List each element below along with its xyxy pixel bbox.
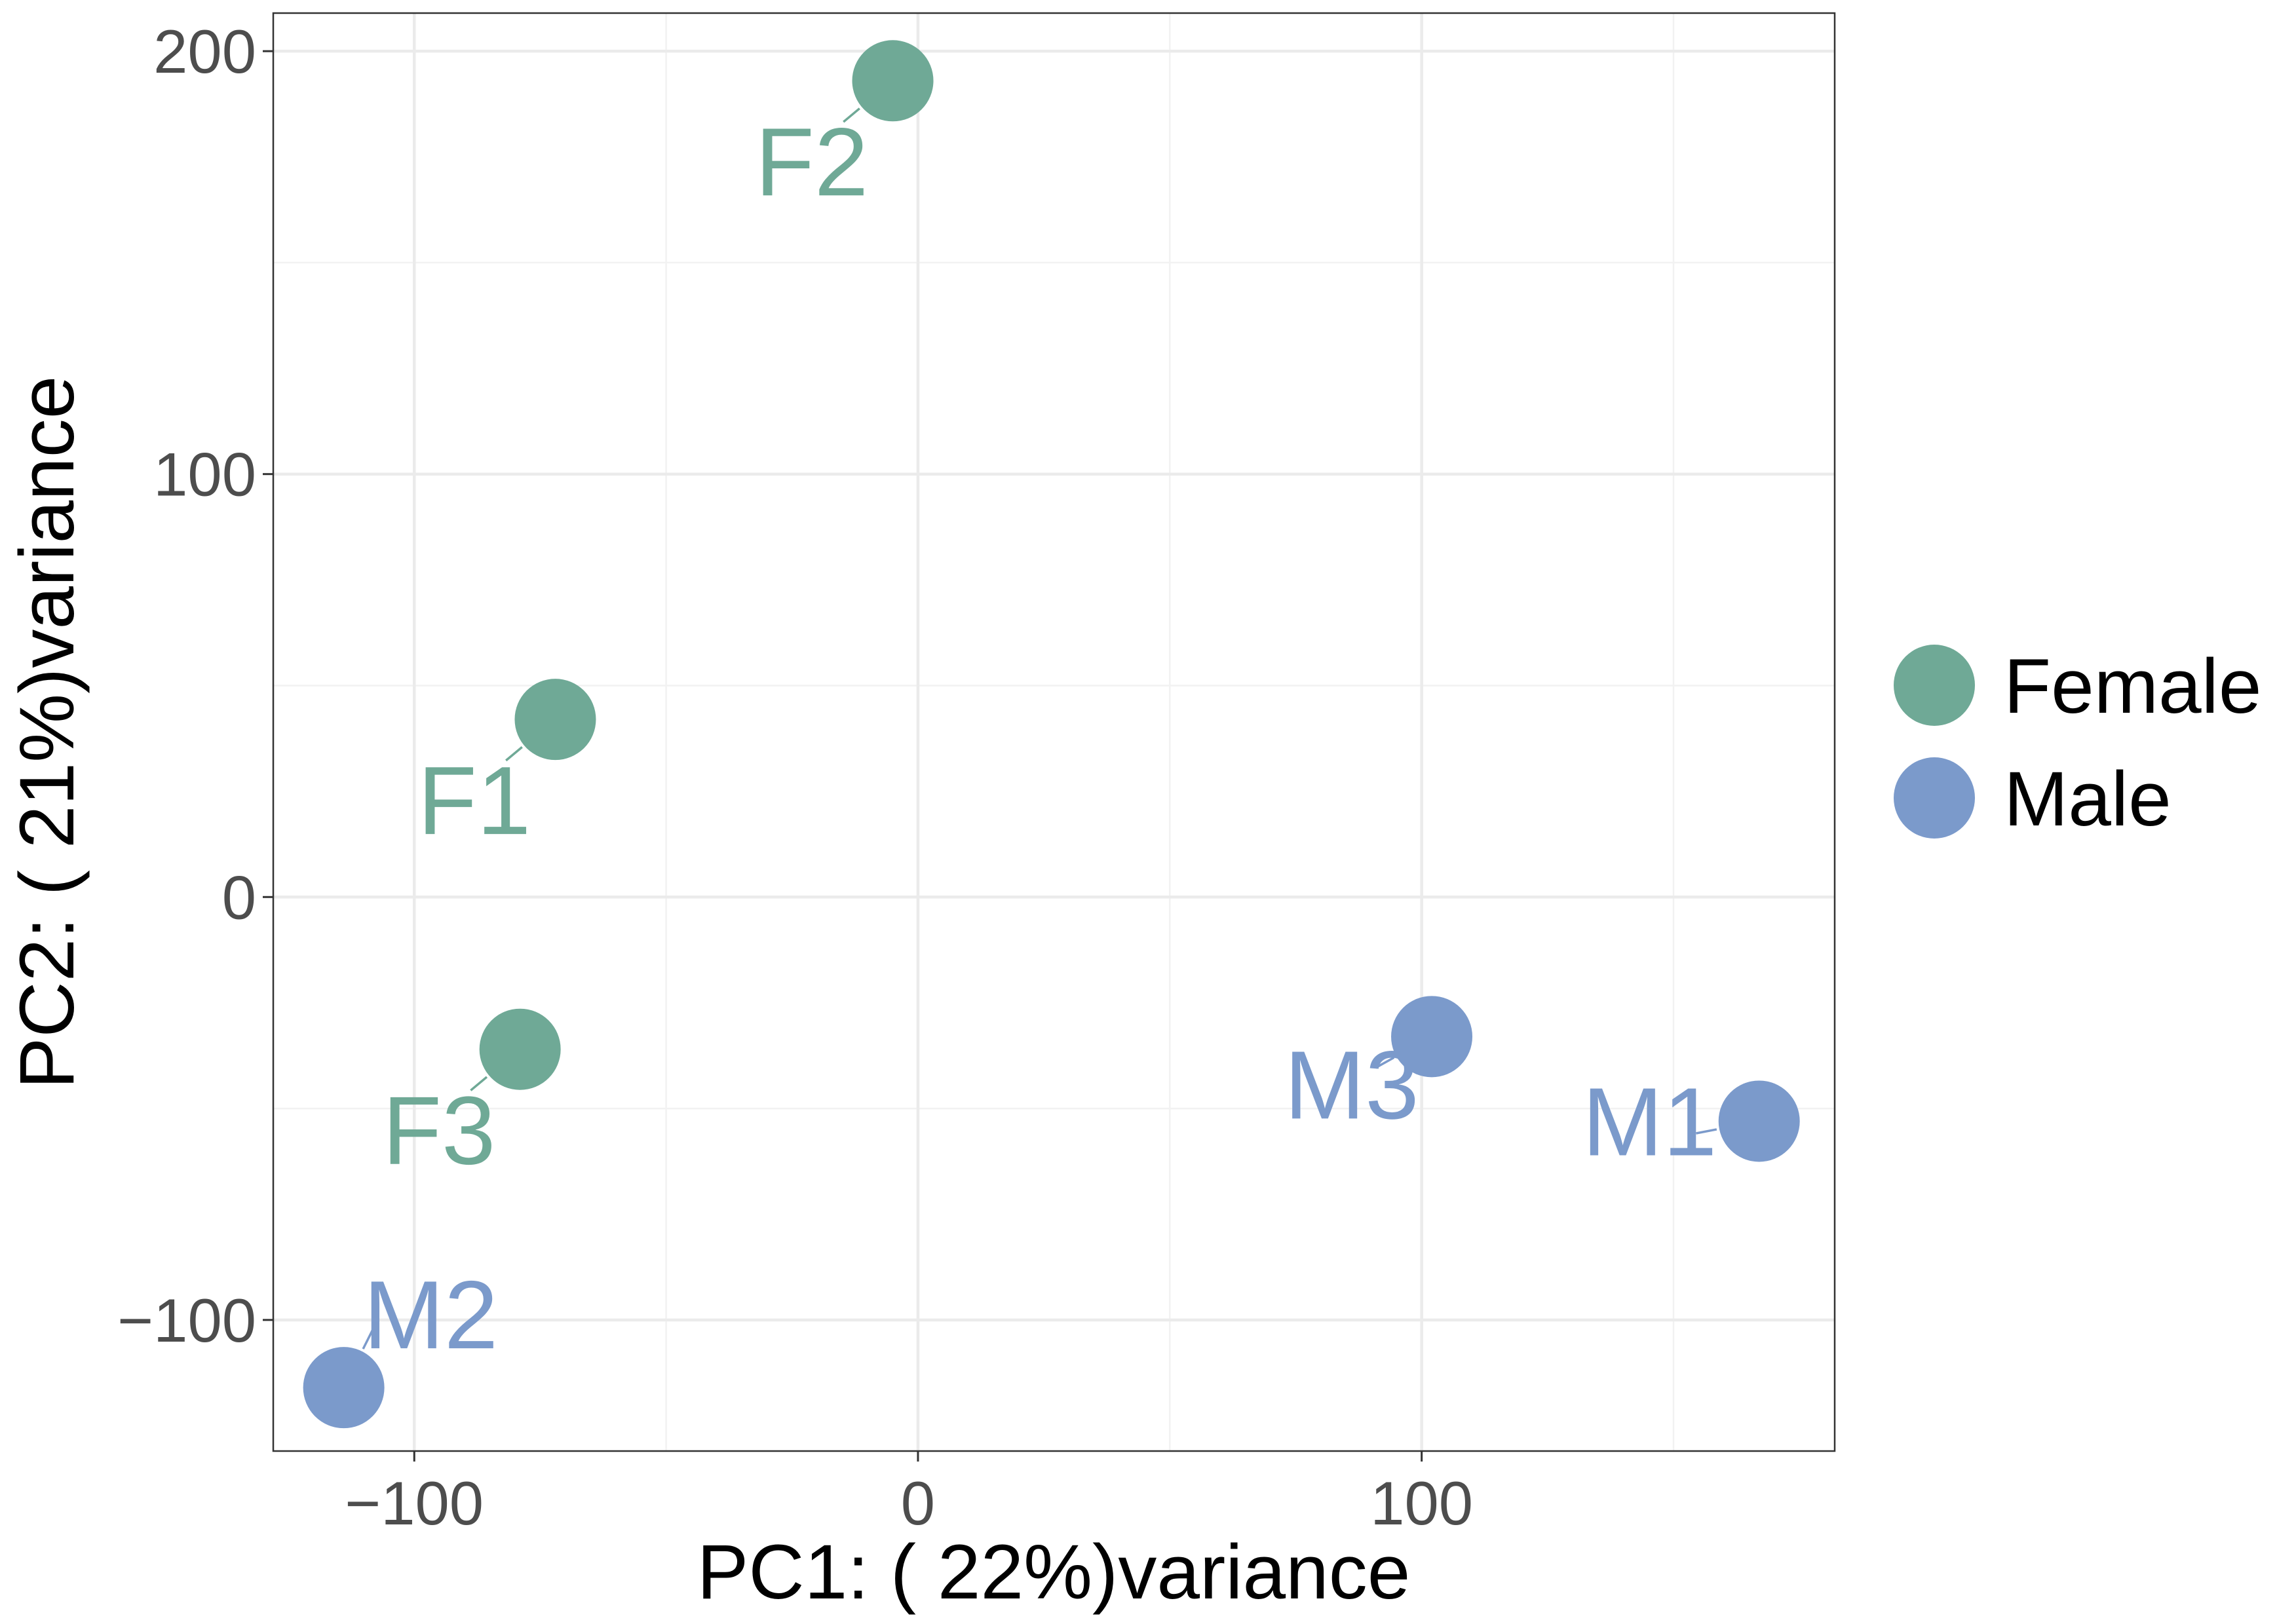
label-leader-line bbox=[843, 107, 860, 123]
legend-label-male: Male bbox=[2004, 756, 2172, 842]
label-leader-line bbox=[1375, 1056, 1395, 1069]
data-point-f1 bbox=[514, 679, 596, 761]
y-tick-label: 100 bbox=[153, 440, 256, 509]
y-tick-label: 200 bbox=[153, 17, 256, 86]
data-point-m3 bbox=[1391, 996, 1473, 1078]
label-leader-line bbox=[362, 1329, 374, 1350]
point-label-m1: M1 bbox=[1582, 1068, 1717, 1176]
data-point-m2 bbox=[303, 1347, 385, 1429]
label-leader-line bbox=[470, 1076, 488, 1091]
x-tick-label: 0 bbox=[901, 1469, 935, 1538]
x-tick-label: 100 bbox=[1370, 1469, 1473, 1538]
x-axis-ticks: −100 0 100 bbox=[345, 1451, 1473, 1538]
gridlines bbox=[273, 13, 1835, 1451]
point-label-f2: F2 bbox=[756, 108, 869, 216]
legend-key-female bbox=[1894, 645, 1975, 726]
y-axis-title: PC2: ( 21%)variance bbox=[4, 376, 90, 1089]
point-label-m3: M3 bbox=[1284, 1031, 1419, 1139]
y-tick-label: 0 bbox=[222, 863, 256, 932]
data-points: F1 F2 F3 M1 M2 M3 bbox=[303, 40, 1800, 1429]
point-label-f1: F1 bbox=[417, 747, 531, 855]
legend: Female Male bbox=[1894, 643, 2261, 842]
legend-key-male bbox=[1894, 757, 1975, 839]
label-leader-line bbox=[505, 746, 523, 762]
label-leader-line bbox=[1696, 1128, 1717, 1135]
data-point-f2 bbox=[852, 40, 934, 122]
panel-border bbox=[272, 12, 1836, 1452]
point-label-m2: M2 bbox=[364, 1261, 499, 1369]
y-axis-ticks: −100 0 100 200 bbox=[117, 17, 273, 1355]
legend-label-female: Female bbox=[2004, 643, 2261, 730]
y-tick-label: −100 bbox=[117, 1286, 256, 1355]
point-label-f3: F3 bbox=[383, 1077, 496, 1185]
x-axis-title: PC1: ( 22%)variance bbox=[697, 1529, 1411, 1615]
data-point-f3 bbox=[479, 1008, 561, 1090]
data-point-m1 bbox=[1718, 1080, 1800, 1162]
x-tick-label: −100 bbox=[345, 1469, 484, 1538]
